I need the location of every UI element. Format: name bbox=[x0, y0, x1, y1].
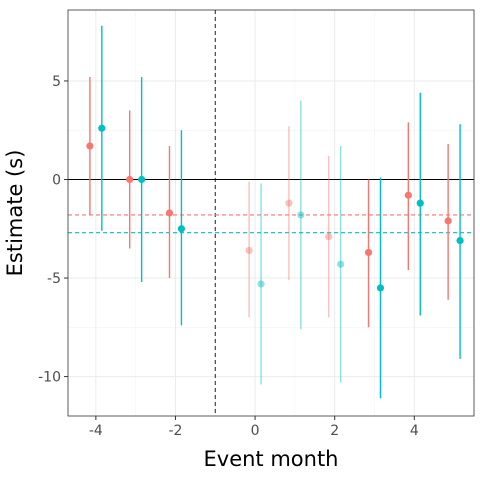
panel-background bbox=[68, 10, 474, 416]
series-1 bbox=[86, 77, 452, 328]
y-axis-title: Estimate (s) bbox=[3, 150, 27, 277]
y-tick-label: -10 bbox=[38, 370, 61, 386]
y-tick-label: -5 bbox=[47, 271, 61, 287]
estimate-point bbox=[364, 248, 373, 257]
estimate-point bbox=[98, 124, 106, 132]
estimate-point bbox=[245, 246, 253, 255]
estimate-point bbox=[126, 175, 134, 184]
estimate-point bbox=[456, 236, 464, 245]
estimate-point bbox=[138, 175, 146, 184]
estimate-point bbox=[297, 211, 305, 219]
x-tick-label: -2 bbox=[168, 423, 182, 439]
estimate-point bbox=[86, 142, 94, 150]
series-layer bbox=[86, 25, 464, 399]
y-axis-ticks: -10 -5 0 5 bbox=[38, 74, 68, 386]
y-tick-label: 5 bbox=[52, 74, 61, 90]
x-tick-label: 0 bbox=[251, 423, 260, 439]
estimate-point bbox=[285, 199, 293, 207]
estimate-point bbox=[337, 260, 345, 268]
major-grid bbox=[68, 10, 474, 416]
estimate-point bbox=[376, 284, 385, 292]
estimate-point bbox=[325, 233, 333, 241]
estimate-point bbox=[404, 191, 412, 199]
panel-border bbox=[67, 9, 475, 417]
estimate-point bbox=[444, 217, 452, 225]
x-tick-label: 4 bbox=[410, 423, 419, 439]
estimate-point bbox=[257, 280, 265, 288]
estimate-point bbox=[165, 209, 174, 217]
x-axis-ticks: -4 -2 0 2 4 bbox=[89, 416, 419, 439]
estimate-point bbox=[416, 199, 424, 207]
x-tick-label: 2 bbox=[330, 423, 339, 439]
minor-grid bbox=[68, 10, 474, 416]
y-tick-label: 0 bbox=[52, 172, 61, 188]
series-2 bbox=[98, 25, 464, 399]
x-tick-label: -4 bbox=[89, 423, 103, 439]
reference-lines bbox=[68, 10, 474, 416]
x-axis-title: Event month bbox=[204, 447, 339, 471]
estimate-point bbox=[177, 225, 186, 233]
